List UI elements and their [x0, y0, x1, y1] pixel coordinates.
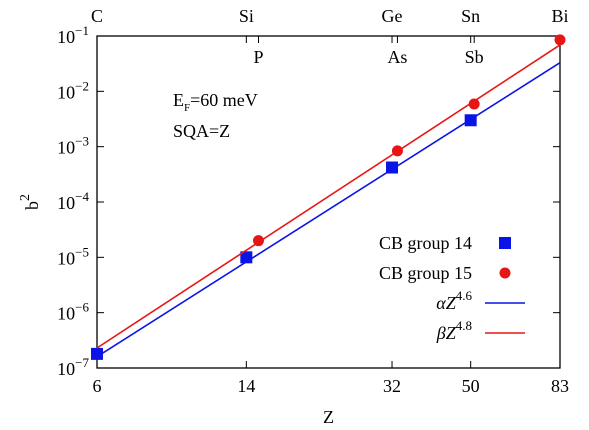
top-tick-label: Bi [551, 6, 568, 26]
square-point [240, 251, 253, 264]
y-label-sup: 2 [18, 194, 33, 201]
annotation-text: SQA=Z [173, 121, 230, 141]
fit-line [96, 61, 561, 358]
legend-exponent: 4.6 [456, 288, 473, 303]
x-tick-label: 50 [462, 376, 480, 396]
y-tick-base: 10 [57, 248, 75, 268]
y-tick-exponent: −3 [75, 134, 89, 149]
top-tick-label: Si [239, 6, 254, 26]
y-tick-exponent: −7 [75, 355, 89, 370]
legend-label: CB group 15 [379, 263, 472, 283]
annotation-text: E [173, 90, 184, 110]
y-tick-exponent: −6 [75, 300, 89, 315]
legend-label: αZ4.6 [436, 288, 472, 313]
y-tick-exponent: −4 [75, 189, 89, 204]
x-tick-label: 6 [93, 376, 102, 396]
x-tick-label: 83 [551, 376, 569, 396]
legend-marker [499, 267, 511, 279]
y-tick-exponent: −2 [75, 78, 89, 93]
circle-point [468, 98, 480, 110]
top-tick-label: Sn [461, 6, 480, 26]
legend-label: βZ4.8 [436, 318, 472, 343]
x-axis-label: Z [323, 407, 334, 427]
inner-label: P [253, 47, 263, 67]
y-tick-exponent: −5 [75, 244, 89, 259]
y-tick-base: 10 [57, 27, 75, 47]
annotation-rest: =60 meV [190, 90, 258, 110]
y-tick-base: 10 [57, 359, 75, 379]
annotation-sub: F [184, 102, 190, 114]
annotation: EF=60 meV [173, 90, 258, 114]
legend-name: βZ [436, 323, 457, 343]
top-tick-label: Ge [382, 6, 403, 26]
y-axis-label: b2 [18, 194, 42, 210]
y-tick-label: 10−2 [57, 78, 89, 102]
circle-point [554, 34, 566, 46]
y-tick-base: 10 [57, 138, 75, 158]
legend-marker [499, 237, 511, 249]
y-tick-exponent: −1 [75, 23, 89, 38]
y-tick-base: 10 [57, 193, 75, 213]
y-tick-label: 10−7 [57, 355, 89, 379]
inner-label: Sb [465, 47, 484, 67]
annotation: SQA=Z [173, 121, 230, 141]
x-tick-label: 32 [383, 376, 401, 396]
top-tick-label: C [91, 6, 103, 26]
y-tick-base: 10 [57, 304, 75, 324]
legend-name: αZ [436, 293, 456, 313]
y-tick-label: 10−6 [57, 300, 89, 324]
y-tick-label: 10−4 [57, 189, 89, 213]
legend-exponent: 4.8 [456, 318, 472, 333]
y-tick-label: 10−3 [57, 134, 89, 158]
y-tick-label: 10−5 [57, 244, 89, 268]
plot-frame [96, 35, 561, 369]
inner-label: As [387, 47, 407, 67]
y-tick-label: 10−1 [57, 23, 89, 47]
square-point [91, 347, 103, 360]
fit-line [96, 44, 561, 349]
legend-label: CB group 14 [379, 233, 472, 253]
y-label-base: b [22, 201, 42, 210]
y-tick-base: 10 [57, 82, 75, 102]
x-tick-label: 14 [237, 376, 255, 396]
